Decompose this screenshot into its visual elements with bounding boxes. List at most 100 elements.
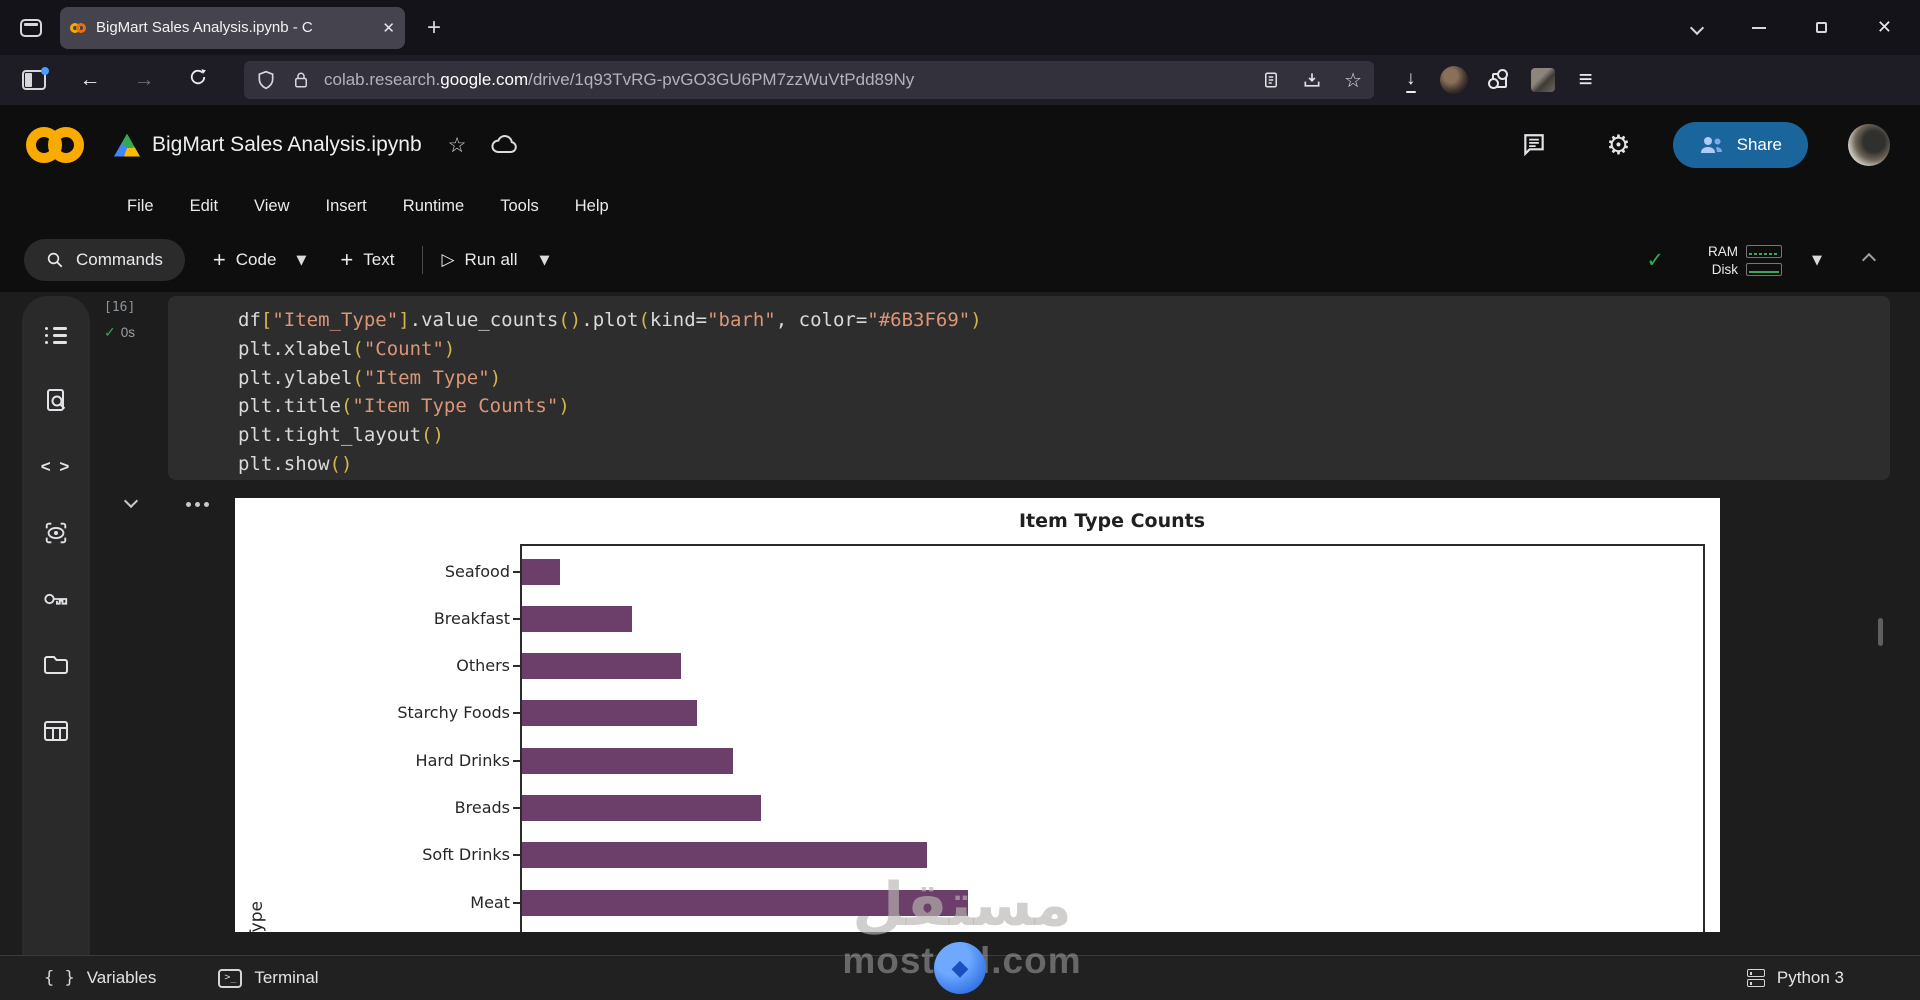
- add-code-caret-icon[interactable]: ▼: [296, 252, 307, 268]
- terminal-label: Terminal: [254, 968, 319, 987]
- chart-bar: [522, 889, 969, 916]
- colab-header: BigMart Sales Analysis.ipynb ☆ ⚙ Share F…: [0, 105, 1920, 292]
- code-line[interactable]: plt.xlabel("Count"): [238, 337, 456, 360]
- window-minimize-button[interactable]: [1751, 26, 1766, 29]
- add-code-button[interactable]: + Code: [213, 247, 277, 273]
- menu-view[interactable]: View: [254, 197, 290, 215]
- chart-bar: [522, 653, 682, 680]
- search-icon: [47, 252, 63, 268]
- notebook-title[interactable]: BigMart Sales Analysis.ipynb: [152, 133, 422, 156]
- firefox-view-button[interactable]: [14, 11, 48, 45]
- table-of-contents-icon[interactable]: [43, 322, 69, 348]
- terminal-button[interactable]: >_ Terminal: [218, 968, 319, 988]
- tab-title: BigMart Sales Analysis.ipynb - C: [96, 19, 313, 36]
- collapse-toolbar-icon[interactable]: [1861, 252, 1877, 268]
- url-path: /drive/1q93TvRG-pvGO3GU6PM7zzWuVtPdd89Ny: [528, 70, 915, 89]
- code-editor[interactable]: df["Item_Type"].value_counts().plot(kind…: [168, 296, 1890, 480]
- forward-button[interactable]: →: [133, 68, 155, 91]
- chart-bar: [522, 795, 762, 821]
- code-line[interactable]: plt.tight_layout(): [238, 424, 444, 447]
- share-button[interactable]: Share: [1672, 122, 1808, 168]
- colab-logo-icon[interactable]: [26, 127, 84, 163]
- resources-caret-icon[interactable]: ▼: [1812, 252, 1822, 268]
- extensions-puzzle-icon[interactable]: [1487, 68, 1508, 89]
- comment-icon[interactable]: [1520, 132, 1548, 158]
- kernel-label: Python 3: [1776, 968, 1844, 987]
- files-folder-icon[interactable]: [43, 652, 69, 678]
- variables-button[interactable]: { } Variables: [44, 968, 156, 988]
- menu-tools[interactable]: Tools: [500, 197, 539, 215]
- extension-icon[interactable]: [1530, 68, 1555, 92]
- menu-help[interactable]: Help: [574, 197, 609, 215]
- menu-hamburger-icon[interactable]: ≡: [1578, 66, 1593, 93]
- chart-category-label: Hard Drinks: [415, 750, 510, 770]
- add-text-button[interactable]: + Text: [340, 247, 394, 273]
- python-kernel-icon: [1746, 969, 1765, 987]
- window-close-button[interactable]: ✕: [1876, 17, 1892, 37]
- window-restore-button[interactable]: [1815, 19, 1835, 34]
- chart-category-label: Breads: [454, 798, 510, 817]
- colab-favicon-icon: [70, 22, 86, 33]
- settings-gear-icon[interactable]: ⚙: [1606, 129, 1631, 161]
- bookmark-star-icon[interactable]: ☆: [1344, 69, 1362, 92]
- new-tab-button[interactable]: +: [427, 13, 442, 41]
- chart-bar: [522, 747, 734, 774]
- menu-insert[interactable]: Insert: [325, 197, 367, 215]
- chart-category-label: Others: [456, 656, 510, 676]
- url-bar[interactable]: colab.research.google.com/drive/1q93TvRG…: [244, 61, 1374, 99]
- terminal-icon: >_: [218, 968, 243, 988]
- run-all-caret-icon[interactable]: ▼: [539, 252, 550, 268]
- run-all-button[interactable]: ▷ Run all: [441, 250, 517, 270]
- code-line[interactable]: plt.ylabel("Item Type"): [238, 366, 502, 389]
- output-options-button[interactable]: [186, 502, 209, 507]
- notification-dot: [41, 67, 49, 75]
- code-line[interactable]: df["Item_Type"].value_counts().plot(kind…: [238, 309, 982, 331]
- star-notebook-icon[interactable]: ☆: [447, 133, 467, 157]
- chart-bar: [522, 842, 927, 869]
- ram-label: RAM: [1708, 243, 1738, 259]
- find-replace-icon[interactable]: [43, 388, 69, 414]
- cloud-save-icon[interactable]: [490, 135, 518, 155]
- gemini-scan-eye-icon[interactable]: [43, 520, 69, 546]
- shield-icon[interactable]: [256, 69, 276, 91]
- menu-edit[interactable]: Edit: [189, 197, 219, 215]
- browser-navbar: ← → colab.research.google.com/drive/1q93…: [0, 55, 1920, 105]
- chart-tick: [513, 759, 520, 762]
- save-page-icon[interactable]: [1302, 70, 1322, 90]
- list-tabs-icon[interactable]: [1689, 20, 1704, 35]
- commands-button[interactable]: Commands: [24, 239, 185, 281]
- table-grid-icon[interactable]: [43, 718, 69, 744]
- reload-button[interactable]: [180, 67, 216, 93]
- reload-icon: [190, 69, 206, 85]
- account-avatar[interactable]: [1848, 124, 1890, 166]
- browser-profile-avatar[interactable]: [1439, 66, 1468, 94]
- downloads-icon[interactable]: ↓: [1406, 68, 1416, 93]
- browser-tab[interactable]: BigMart Sales Analysis.ipynb - C ✕: [60, 6, 405, 49]
- code-snippets-icon[interactable]: < >: [40, 457, 72, 476]
- resource-meters[interactable]: RAM Disk: [1708, 244, 1782, 277]
- reader-mode-icon[interactable]: [1262, 70, 1280, 90]
- tab-close-icon[interactable]: ✕: [382, 19, 395, 37]
- menu-file[interactable]: File: [127, 197, 154, 215]
- chart-tick: [513, 617, 520, 620]
- chart-ylabel: Item Type: [247, 901, 267, 932]
- browser-tab-strip: BigMart Sales Analysis.ipynb - C ✕ + ✕: [0, 0, 1920, 55]
- scrollbar-thumb[interactable]: [1878, 618, 1883, 646]
- sidebar-toggle-icon[interactable]: [22, 67, 49, 90]
- back-button[interactable]: ←: [79, 68, 101, 91]
- menu-runtime[interactable]: Runtime: [402, 197, 465, 215]
- toolbar-divider: [422, 246, 424, 274]
- chart-tick: [513, 712, 520, 715]
- collapse-output-button[interactable]: [123, 493, 139, 509]
- variables-label: Variables: [86, 968, 157, 987]
- firefox-view-icon: [20, 18, 42, 37]
- code-line[interactable]: plt.title("Item Type Counts"): [238, 395, 570, 418]
- lock-icon[interactable]: [292, 69, 310, 91]
- chart-tick: [513, 807, 520, 809]
- commands-label: Commands: [76, 250, 163, 269]
- kernel-selector[interactable]: Python 3: [1746, 968, 1844, 988]
- code-line[interactable]: plt.show(): [238, 452, 353, 475]
- kernel-ok-check-icon: ✓: [1646, 248, 1664, 272]
- secrets-key-icon[interactable]: [43, 586, 69, 612]
